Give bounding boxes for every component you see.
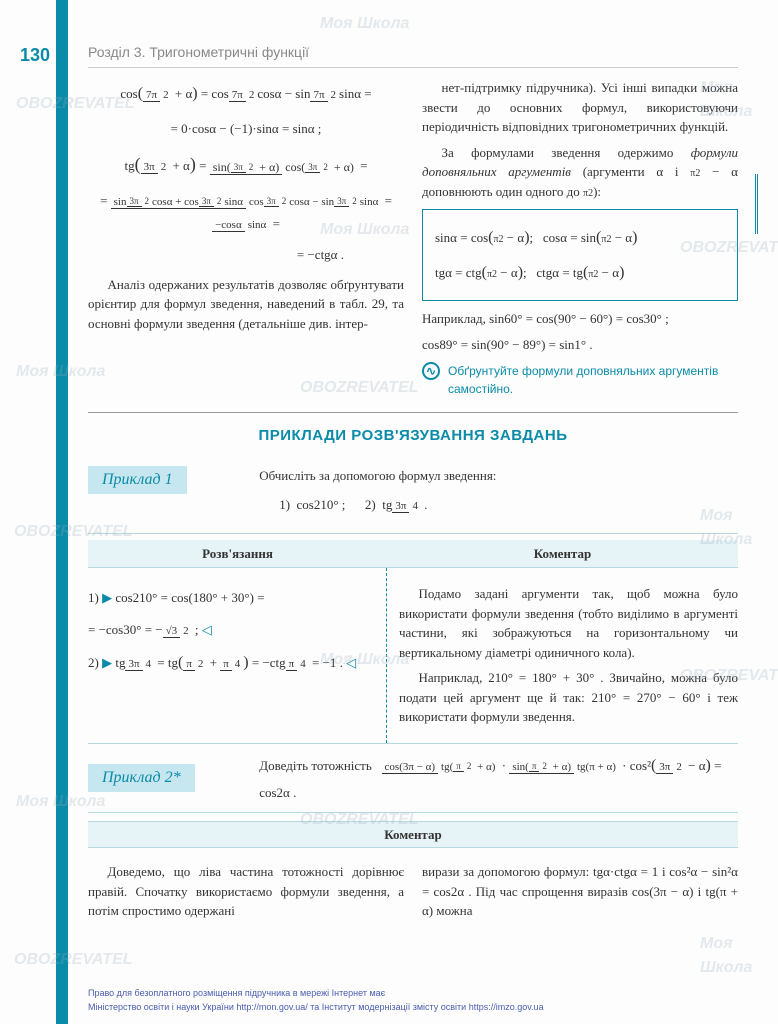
sol-hdr-left: Розв'язання — [88, 540, 387, 568]
sol-hdr-right: Коментар — [387, 540, 738, 568]
formula-box: sinα = cos(π2 − α); cosα = sin(π2 − α) t… — [422, 209, 738, 301]
solution-body: 1) ▶ cos210° = cos(180° + 30°) = = −cos3… — [88, 568, 738, 744]
formula-4: = sin3π2cosα + cos3π2sinαcos3π2cosα − si… — [88, 189, 404, 236]
right-para-2: За формулами зведення одержимо формули д… — [422, 143, 738, 202]
left-para-1: Аналіз одержаних результатів дозволяє об… — [88, 275, 404, 334]
example-1-prompt: Обчисліть за допомогою формул зведення: — [259, 466, 738, 486]
sol-line-3: 2) ▶ tg3π4 = tg(π2 + π4) = −ctgπ4 = −1 .… — [88, 649, 374, 678]
example-1-items: 1) cos210° ; 2) tg3π4 . — [279, 493, 738, 516]
watermark: OBOZREVATEL — [14, 948, 133, 972]
example-2-label: Приклад 2* — [88, 764, 195, 792]
comment-1: Подамо задані аргументи так, щоб можна б… — [399, 584, 738, 662]
chapter-header: Розділ 3. Тригонометричні функції — [88, 42, 738, 68]
formula-2: = 0·cosα − (−1)·sinα = sinα ; — [88, 117, 404, 140]
footer-line-2: Міністерство освіти і науки України http… — [88, 1001, 738, 1015]
formula-5: = −ctgα . — [88, 243, 404, 266]
example-2-row: Приклад 2* Доведіть тотожність cos(3π − … — [88, 744, 738, 813]
example-2-identity: Доведіть тотожність cos(3π − α)tg(π2 + α… — [259, 752, 738, 804]
main-content: cos(7π2 + α) = cos7π2cosα − sin7π2sinα =… — [88, 72, 738, 927]
left-margin-bar — [56, 0, 68, 1024]
solution-header: Розв'язання Коментар — [88, 540, 738, 569]
footer: Право для безоплатного розміщення підруч… — [88, 987, 738, 1014]
section-title: ПРИКЛАДИ РОЗВ'ЯЗУВАННЯ ЗАВДАНЬ — [88, 412, 738, 448]
box-line-2: tgα = ctg(π2 − α); ctgα = tg(π2 − α) — [435, 255, 725, 290]
comment-2: Наприклад, 210° = 180° + 30° . Звичайно,… — [399, 668, 738, 727]
right-para-1: нет-підтримку підручника). Усі інші випа… — [422, 78, 738, 137]
task-icon: ∿ — [422, 362, 440, 380]
example-1-row: Приклад 1 Обчисліть за допомогою формул … — [88, 458, 738, 534]
sol-line-2: = −cos30° = −√32 ; ◁ — [88, 618, 374, 641]
example-line-1: Наприклад, sin60° = cos(90° − 60°) = cos… — [422, 309, 738, 329]
example-line-2: cos89° = sin(90° − 89°) = sin1° . — [422, 335, 738, 355]
watermark: Моя Школа — [320, 12, 409, 36]
box-line-1: sinα = cos(π2 − α); cosα = sin(π2 − α) — [435, 220, 725, 255]
ex2-comment-left: Доведемо, що ліва частина тотожності дор… — [88, 862, 404, 921]
ex2-comment-right: вирази за допомогою формул: tgα·ctgα = 1… — [422, 862, 738, 921]
margin-emphasis-mark — [752, 174, 758, 234]
page-number: 130 — [20, 42, 50, 69]
footer-line-1: Право для безоплатного розміщення підруч… — [88, 987, 738, 1001]
formula-1: cos(7π2 + α) = cos7π2cosα − sin7π2sinα = — [88, 80, 404, 109]
comment-header-2: Коментар — [88, 821, 738, 849]
example-1-label: Приклад 1 — [88, 466, 187, 494]
watermark: Моя Школа — [700, 932, 778, 980]
self-task-note: ∿ Обґрунтуйте формули доповняльних аргум… — [422, 362, 738, 398]
formula-3: tg(3π2 + α) = sin(3π2 + α)cos(3π2 + α) = — [88, 148, 404, 180]
sol-line-1: 1) ▶ cos210° = cos(180° + 30°) = — [88, 586, 374, 609]
